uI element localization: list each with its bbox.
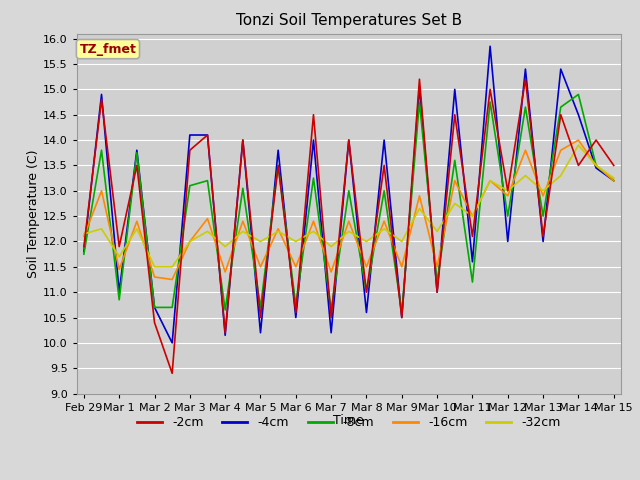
Title: Tonzi Soil Temperatures Set B: Tonzi Soil Temperatures Set B	[236, 13, 462, 28]
Y-axis label: Soil Temperature (C): Soil Temperature (C)	[28, 149, 40, 278]
Text: TZ_fmet: TZ_fmet	[79, 43, 136, 56]
X-axis label: Time: Time	[333, 414, 364, 427]
Legend: -2cm, -4cm, -8cm, -16cm, -32cm: -2cm, -4cm, -8cm, -16cm, -32cm	[132, 411, 566, 434]
